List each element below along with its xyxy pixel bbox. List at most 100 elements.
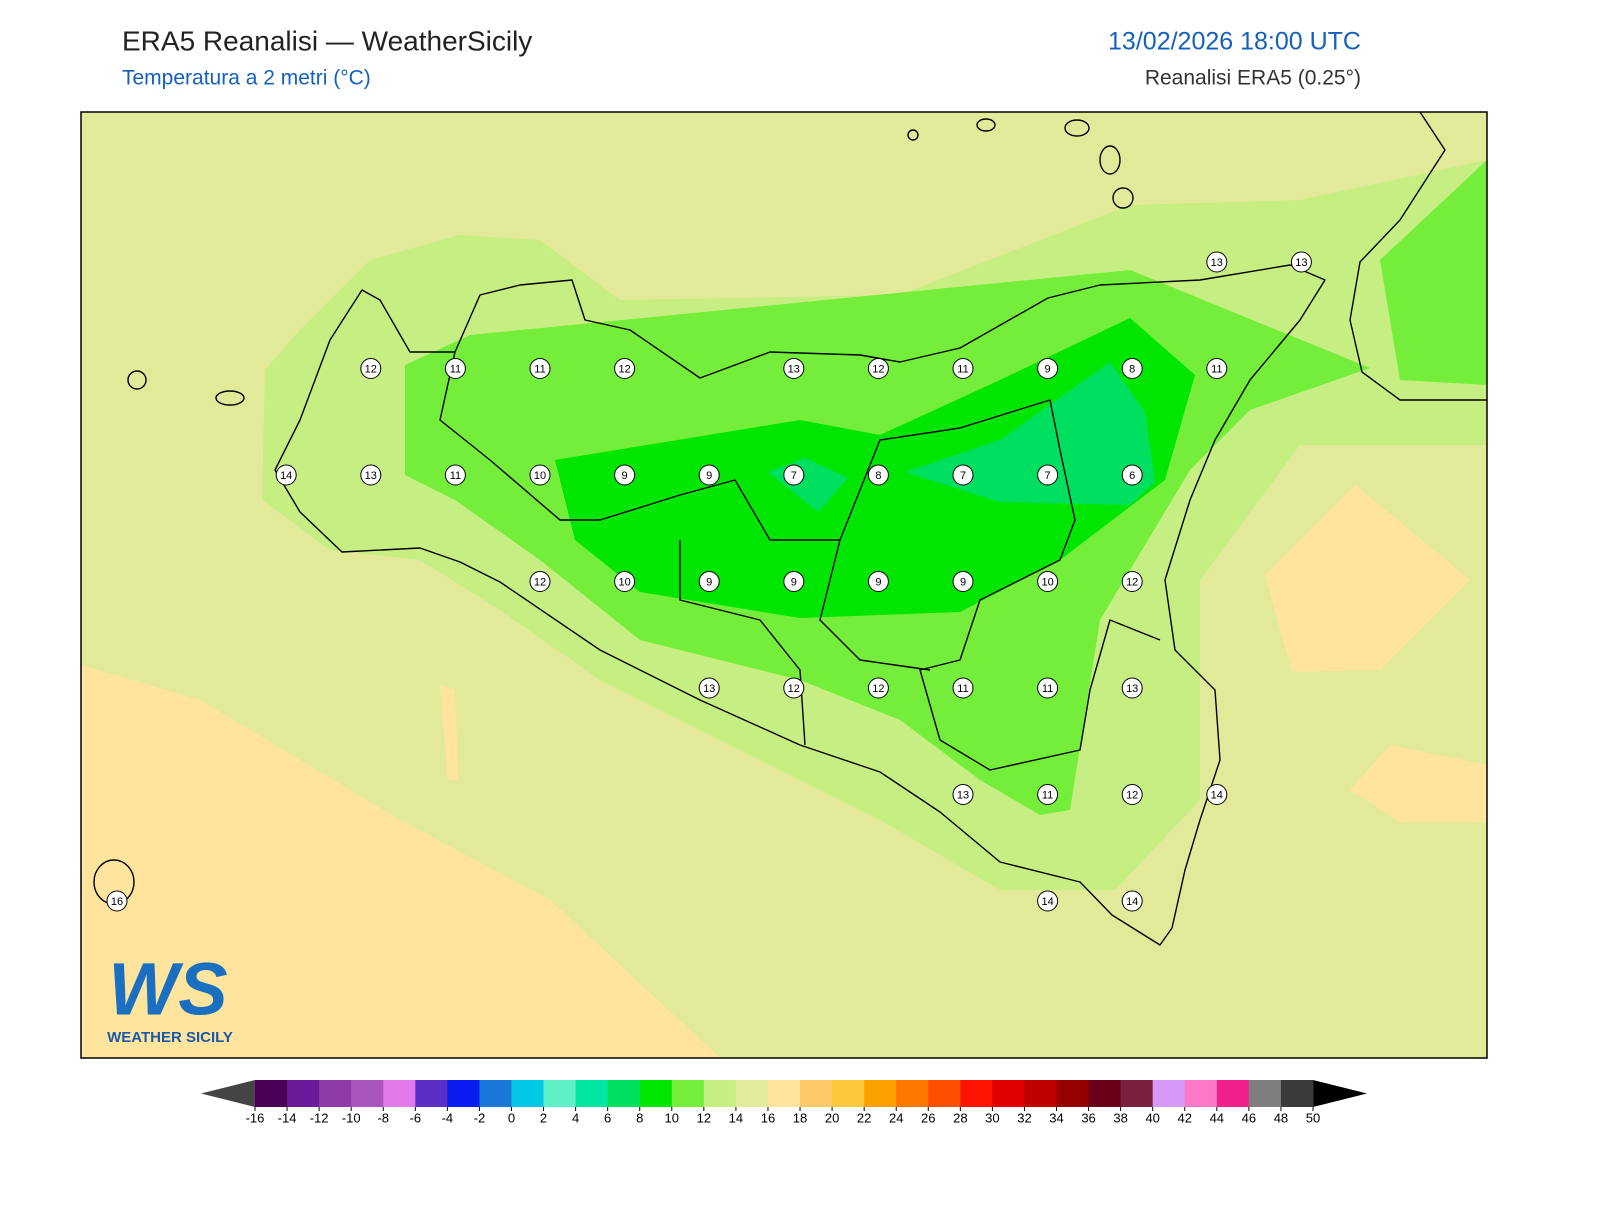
station-value: 13	[1126, 683, 1138, 695]
station-marker	[444, 464, 466, 486]
colorbar-swatch	[543, 1080, 577, 1107]
station-value: 13	[1295, 257, 1307, 269]
station-layer: 13 13 12 11 11 12 13 12 11 9 8 11 14 13 11 10 9 9 7 8 7 7 6 12 1…	[106, 251, 1312, 912]
colorbar-tick-label: 26	[921, 1110, 935, 1125]
station-marker	[783, 358, 805, 379]
station-value: 12	[534, 576, 546, 588]
colorbar-tick-label: -14	[278, 1110, 297, 1125]
station-value: 11	[957, 683, 968, 695]
station-value: 12	[872, 363, 884, 375]
island	[215, 390, 245, 406]
station-value: 11	[534, 363, 545, 375]
colorbar: -16 -14 -12 -10 -8 -6 -4 -2 0 2 4 6 8 10 12 14 16 18 20 22 2…	[201, 1080, 1367, 1125]
station-marker	[867, 677, 889, 699]
colorbar-tick-label: 46	[1242, 1110, 1256, 1125]
colorbar-swatch	[896, 1080, 929, 1107]
station-marker	[1121, 890, 1143, 912]
colorbar-swatch	[639, 1080, 673, 1107]
colorbar-tick-label: 42	[1178, 1110, 1192, 1125]
colorbar-tick-label: -12	[310, 1110, 329, 1125]
colorbar-swatch	[1216, 1080, 1250, 1107]
station-value: 7	[960, 470, 966, 482]
colorbar-tick-label: -6	[410, 1110, 422, 1125]
colorbar-tick-label: 38	[1113, 1110, 1127, 1125]
field-warm	[81, 665, 720, 1058]
field-warm	[440, 685, 458, 780]
colorbar-tick-label: 48	[1274, 1110, 1288, 1125]
colorbar-swatch	[864, 1080, 897, 1107]
station-marker	[1121, 358, 1143, 379]
station-value: 10	[1041, 576, 1053, 588]
station-marker	[867, 571, 889, 592]
logo: WS WEATHER SICILY	[107, 948, 233, 1046]
station-marker	[1290, 251, 1312, 273]
field-warm	[1265, 485, 1470, 672]
colorbar-swatch	[928, 1080, 961, 1107]
station-value: 11	[450, 363, 461, 375]
colorbar-tick-label: 22	[857, 1110, 871, 1125]
colorbar-swatch	[1184, 1080, 1218, 1107]
colorbar-tick-label: 36	[1081, 1110, 1095, 1125]
station-value: 11	[1211, 363, 1222, 375]
colorbar-swatch	[351, 1080, 384, 1107]
station-marker	[698, 571, 720, 592]
station-marker	[529, 571, 551, 592]
station-marker	[106, 890, 128, 912]
station-value: 12	[872, 683, 884, 695]
island	[127, 370, 147, 390]
colorbar-tick-label: 6	[604, 1110, 611, 1125]
colorbar-swatch	[575, 1080, 609, 1107]
subtitle: Temperatura a 2 metri (°C)	[122, 67, 371, 90]
station-value: 16	[111, 896, 123, 908]
station-marker	[783, 571, 805, 592]
station-value: 10	[618, 576, 630, 588]
colorbar-swatch	[671, 1080, 705, 1107]
colorbar-swatch	[767, 1080, 801, 1107]
station-marker	[614, 464, 636, 486]
station-marker	[783, 464, 805, 486]
station-marker	[1037, 464, 1059, 486]
colorbar-tick-label: 0	[508, 1110, 515, 1125]
station-value: 9	[706, 470, 712, 482]
station-value: 8	[1129, 363, 1135, 375]
station-value: 9	[1045, 363, 1051, 375]
station-marker	[952, 571, 974, 592]
colorbar-tick-label: -2	[474, 1110, 486, 1125]
station-value: 11	[1042, 683, 1053, 695]
title: ERA5 Reanalisi — WeatherSicily	[122, 25, 532, 56]
map-area: 13 13 12 11 11 12 13 12 11 9 8 11 14 13 11 10 9 9 7 8 7 7 6 12 1…	[81, 112, 1487, 1058]
colorbar-tick-label: 16	[761, 1110, 775, 1125]
station-value: 12	[1126, 789, 1138, 801]
map-frame	[80, 111, 1488, 1059]
colorbar-swatch	[383, 1080, 416, 1107]
colorbar-swatch	[415, 1080, 448, 1107]
station-value: 12	[1126, 576, 1138, 588]
station-marker	[952, 358, 974, 379]
station-value: 7	[791, 470, 797, 482]
station-value: 13	[788, 363, 800, 375]
station-marker	[529, 464, 551, 486]
station-marker	[529, 358, 551, 379]
station-marker	[1206, 358, 1228, 379]
island	[1112, 187, 1134, 209]
station-value: 14	[1126, 896, 1138, 908]
coastline	[274, 264, 1326, 946]
colorbar-tick-label: -4	[442, 1110, 454, 1125]
colorbar-tick-label: 20	[825, 1110, 839, 1125]
colorbar-over	[1313, 1080, 1367, 1107]
station-marker	[698, 677, 720, 699]
station-value: 13	[365, 470, 377, 482]
colorbar-tick-label: 30	[985, 1110, 999, 1125]
station-value: 13	[1211, 257, 1223, 269]
colorbar-tick-label: 8	[636, 1110, 643, 1125]
station-marker	[1121, 677, 1143, 699]
station-value: 11	[1042, 789, 1053, 801]
source: Reanalisi ERA5 (0.25°)	[1145, 67, 1361, 90]
island	[907, 129, 919, 141]
island	[976, 118, 996, 132]
station-marker	[952, 464, 974, 486]
colorbar-tick-label: 14	[729, 1110, 743, 1125]
station-value: 9	[960, 576, 966, 588]
colorbar-swatch	[992, 1080, 1025, 1107]
